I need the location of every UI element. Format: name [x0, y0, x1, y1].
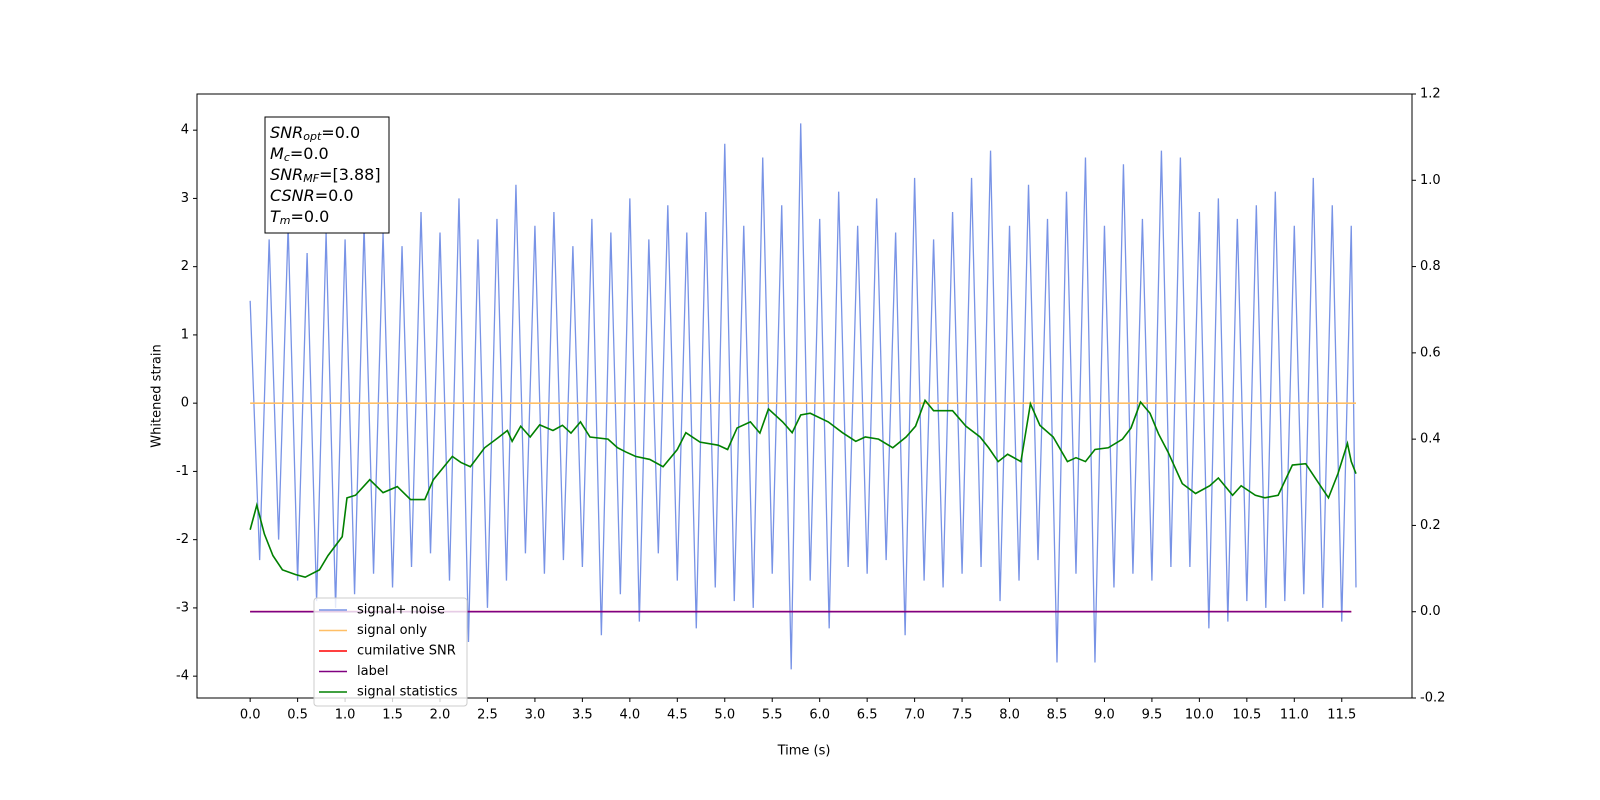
annotation-rest: =0.0	[315, 186, 354, 205]
x-tick-label: 4.5	[667, 708, 688, 723]
annotation-line: Tm=0.0	[270, 207, 329, 228]
series-line	[249, 123, 1357, 670]
x-tick-label: 9.0	[1094, 708, 1115, 723]
x-tick-label: 9.5	[1142, 708, 1163, 723]
annotation-main: M	[270, 144, 284, 163]
x-tick-label: 7.5	[952, 708, 973, 723]
annotation-sub: opt	[303, 130, 322, 143]
annotation-line: SNRMF=[3.88]	[270, 165, 381, 186]
annotation-line: Mc=0.0	[270, 144, 329, 165]
x-tick-label: 10.0	[1185, 708, 1214, 723]
x-tick-label: 7.0	[904, 708, 925, 723]
x-tick-label: 2.5	[477, 708, 498, 723]
x-tick-label: 6.0	[809, 708, 830, 723]
y-axis-label: Whitened strain	[150, 344, 165, 447]
x-tick-label: 3.0	[525, 708, 546, 723]
x-tick-label: 0.5	[287, 708, 308, 723]
legend-label: signal+ noise	[357, 603, 445, 618]
x-tick-label: 11.0	[1280, 708, 1309, 723]
y-tick-label: 3	[181, 191, 189, 206]
legend: signal+ noise signal only cumilative SNR la…	[313, 597, 468, 707]
y2-tick-label: 0.6	[1420, 345, 1441, 360]
plot-frame	[196, 93, 1413, 699]
annotation-line: CSNR=0.0	[270, 186, 354, 205]
annotation-line: SNRopt=0.0	[270, 123, 360, 144]
legend-frame	[313, 597, 468, 707]
y-tick-label: -3	[176, 600, 189, 615]
annotation-main: CSNR	[270, 186, 315, 205]
series-line	[249, 398, 1357, 579]
y-tick-label: 2	[181, 259, 189, 274]
y2-tick-label: 0.2	[1420, 518, 1441, 533]
y2-tick-label: 0.8	[1420, 259, 1441, 274]
y-tick-label: 1	[181, 327, 189, 342]
annotation-main: T	[270, 207, 281, 226]
y2-tick-label: 1.2	[1420, 87, 1441, 102]
y-tick-label: -4	[176, 669, 189, 684]
legend-label: cumilative SNR	[357, 644, 456, 659]
y2-tick-label: -0.2	[1420, 691, 1445, 706]
annotation-rest: =0.0	[291, 207, 330, 226]
x-tick-label: 1.0	[335, 708, 356, 723]
annotation-main: SNR	[270, 165, 303, 184]
annotation-sub: m	[280, 214, 291, 227]
annotation-main: SNR	[270, 123, 303, 142]
x-axis-label: Time (s)	[777, 744, 831, 759]
x-tick-label: 0.0	[240, 708, 261, 723]
x-tick-label: 1.5	[382, 708, 403, 723]
x-tick-label: 2.0	[430, 708, 451, 723]
y2-tick-label: 1.0	[1420, 173, 1441, 188]
x-tick-label: 8.0	[999, 708, 1020, 723]
y-tick-label: 4	[181, 123, 189, 138]
y2-tick-label: 0.0	[1420, 604, 1441, 619]
annotation-rest: =0.0	[321, 123, 360, 142]
legend-label: signal statistics	[357, 685, 458, 700]
x-tick-label: 11.5	[1327, 708, 1356, 723]
y-tick-label: 0	[181, 396, 189, 411]
x-tick-label: 5.0	[714, 708, 735, 723]
annotation-box: SNRopt=0.0Mc=0.0SNRMF=[3.88]CSNR=0.0Tm=0…	[264, 116, 390, 234]
annotation-rest: =[3.88]	[319, 165, 381, 184]
x-tick-label: 3.5	[572, 708, 593, 723]
x-tick-label: 10.5	[1232, 708, 1261, 723]
annotation-sub: MF	[303, 172, 319, 185]
legend-label: label	[357, 664, 388, 679]
y-tick-label: -2	[176, 532, 189, 547]
annotation-sub: c	[284, 151, 290, 164]
x-tick-label: 8.5	[1047, 708, 1068, 723]
y2-tick-label: 0.4	[1420, 432, 1441, 447]
x-tick-label: 4.0	[620, 708, 641, 723]
x-tick-label: 6.5	[857, 708, 878, 723]
annotation-frame	[264, 116, 390, 234]
y-tick-label: -1	[176, 464, 189, 479]
legend-label: signal only	[357, 623, 427, 638]
x-tick-label: 5.5	[762, 708, 783, 723]
annotation-rest: =0.0	[290, 144, 329, 163]
